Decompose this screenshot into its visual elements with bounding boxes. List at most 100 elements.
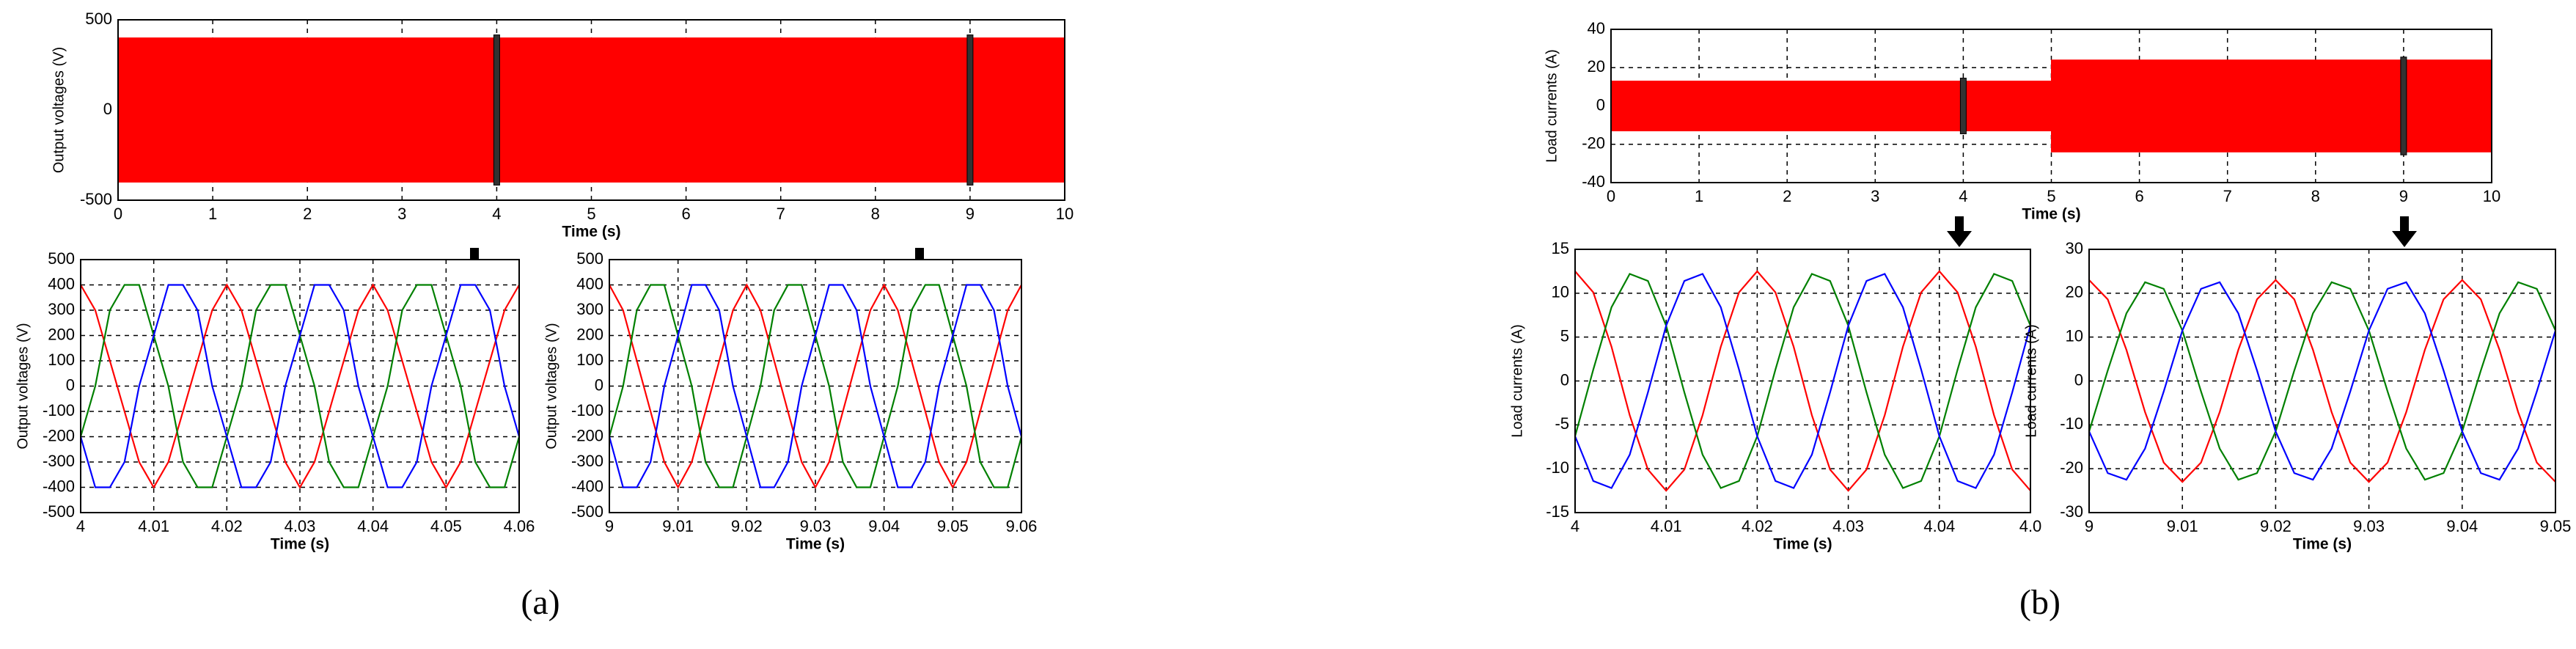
y-tick-label: -500: [80, 190, 112, 208]
x-tick-label: 4.01: [138, 517, 169, 535]
waveform: [1574, 273, 2032, 489]
x-tick-label: 9.03: [2353, 517, 2385, 535]
x-tick-label: 10: [2483, 187, 2500, 205]
waveform: [609, 283, 1022, 489]
y-tick-label: -15: [1546, 502, 1569, 521]
y-tick-label: 400: [48, 274, 75, 293]
waveform: [1574, 273, 2032, 489]
x-tick-label: 6: [681, 205, 690, 223]
x-tick-label: 4.02: [211, 517, 243, 535]
x-tick-label: 4.04: [357, 517, 389, 535]
waveform: [1574, 270, 2031, 492]
x-tick-label: 7: [777, 205, 785, 223]
y-tick-label: -300: [571, 452, 603, 470]
plot-frame: [1574, 249, 2031, 513]
x-tick-label: 1: [208, 205, 217, 223]
y-tick-label: -5: [1555, 414, 1569, 433]
waveform: [79, 284, 521, 488]
waveform: [2088, 281, 2557, 481]
plot-frame: [2088, 249, 2556, 513]
x-tick-label: 4.03: [1832, 517, 1864, 535]
y-tick-label: 0: [2074, 370, 2083, 389]
y-tick-label: -30: [2060, 502, 2083, 521]
y-tick-label: 20: [2066, 283, 2083, 301]
plot-frame: [1610, 29, 2492, 183]
y-tick-label: 15: [1552, 239, 1569, 257]
x-tick-label: 4.0: [2019, 517, 2042, 535]
y-tick-label: 100: [48, 351, 75, 369]
x-tick-label: 9: [966, 205, 975, 223]
y-tick-label: 100: [576, 351, 603, 369]
y-tick-label: -400: [571, 477, 603, 495]
x-tick-label: 9: [2085, 517, 2094, 535]
chart: 4 4.01 4.02 4.03 4.04 4.05 4.06 -500 -400 -300 -20…: [15, 249, 535, 553]
x-tick-label: 9.03: [800, 517, 832, 535]
y-tick-label: -10: [2060, 414, 2083, 433]
y-tick-label: 40: [1588, 19, 1605, 37]
y-tick-label: 500: [48, 249, 75, 268]
x-tick-label: 4: [1959, 187, 1967, 205]
y-axis-label: Load currents (A): [1509, 324, 1525, 438]
x-tick-label: 5: [587, 205, 595, 223]
y-tick-label: 0: [66, 375, 75, 394]
x-tick-label: 4.06: [504, 517, 535, 535]
x-tick-label: 9.01: [662, 517, 694, 535]
plot-frame: [80, 259, 520, 513]
x-tick-label: 9.01: [2167, 517, 2198, 535]
y-tick-label: 0: [1560, 370, 1569, 389]
x-tick-label: 9: [2399, 187, 2408, 205]
y-tick-label: 5: [1560, 326, 1569, 345]
x-tick-label: 4.01: [1651, 517, 1682, 535]
y-tick-label: 20: [1588, 57, 1605, 76]
x-axis-label: Time (s): [2022, 206, 2080, 223]
x-tick-label: 1: [1695, 187, 1703, 205]
x-tick-label: 5: [2047, 187, 2055, 205]
x-axis-label: Time (s): [786, 536, 845, 553]
x-tick-label: 2: [1783, 187, 1791, 205]
chart: 9 9.01 9.02 9.03 9.04 9.05 9.06 -500 -400 -300 -20…: [543, 249, 1037, 553]
x-tick-label: 4.05: [430, 517, 462, 535]
y-tick-label: 10: [2066, 326, 2083, 345]
y-tick-label: 400: [576, 274, 603, 293]
y-tick-label: -10: [1546, 458, 1569, 477]
y-tick-label: -200: [43, 426, 75, 444]
zoom-marker: [966, 34, 974, 186]
y-tick-label: 500: [576, 249, 603, 268]
x-tick-label: 4: [76, 517, 85, 535]
y-tick-label: -20: [1582, 134, 1605, 153]
x-tick-label: 3: [1871, 187, 1879, 205]
x-tick-label: 0: [114, 205, 122, 223]
x-axis-label: Time (s): [2293, 536, 2352, 553]
x-axis-label: Time (s): [271, 536, 329, 553]
plot-frame: [117, 19, 1065, 201]
x-tick-label: 4.04: [1923, 517, 1955, 535]
y-tick-label: 0: [103, 100, 112, 118]
x-tick-label: 9: [605, 517, 614, 535]
y-tick-label: -100: [43, 401, 75, 419]
y-tick-label: 300: [48, 300, 75, 318]
x-tick-label: 8: [871, 205, 880, 223]
x-tick-label: 7: [2223, 187, 2232, 205]
x-tick-label: 6: [2135, 187, 2143, 205]
x-tick-label: 2: [303, 205, 312, 223]
y-tick-label: 200: [48, 325, 75, 343]
x-tick-label: 9.05: [937, 517, 969, 535]
y-axis-label: Load currents (A): [2023, 324, 2039, 438]
y-tick-label: -40: [1582, 172, 1605, 191]
y-tick-label: -500: [571, 502, 603, 521]
waveform: [2088, 281, 2557, 481]
waveform: [2088, 279, 2556, 483]
x-tick-label: 3: [397, 205, 406, 223]
y-tick-label: 10: [1552, 283, 1569, 301]
y-tick-label: 500: [85, 10, 112, 28]
waveform: [80, 283, 520, 489]
y-tick-label: 300: [576, 300, 603, 318]
y-tick-label: -500: [43, 502, 75, 521]
waveform: [608, 284, 1023, 488]
x-tick-label: 10: [1056, 205, 1074, 223]
zoom-marker: [493, 34, 500, 186]
y-tick-label: 0: [595, 375, 603, 394]
x-tick-label: 9.02: [2260, 517, 2291, 535]
caption: (b): [2019, 583, 2061, 622]
